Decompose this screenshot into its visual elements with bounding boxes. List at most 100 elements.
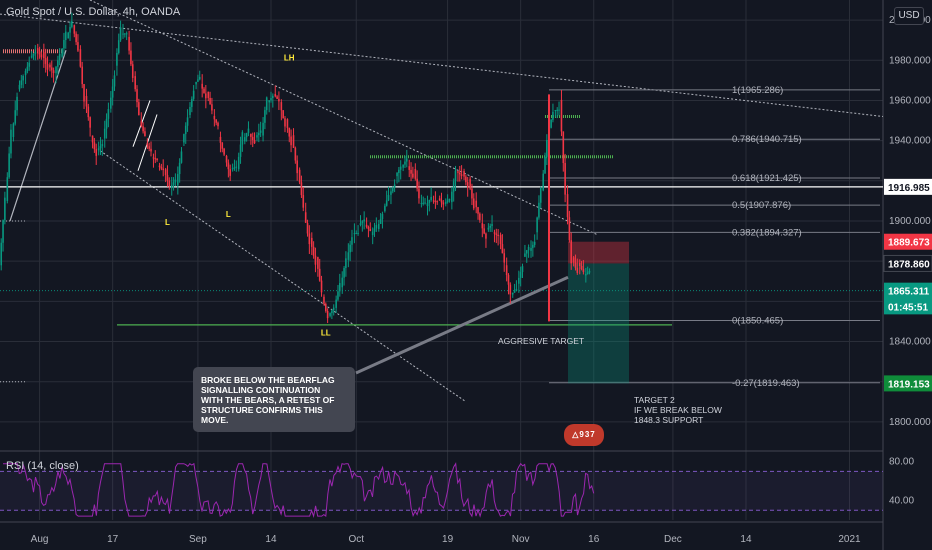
candle-body (367, 226, 370, 230)
candle-body (481, 223, 484, 229)
candle-body (282, 110, 284, 119)
candle-body (326, 311, 329, 319)
candle-body (588, 271, 591, 273)
candle-body (393, 184, 396, 188)
candle-body (180, 151, 183, 163)
candle-body (20, 80, 23, 85)
price-tag-label: 1878.860 (888, 259, 930, 270)
candle-body (259, 130, 262, 133)
price-tag (884, 375, 932, 392)
candle-body (177, 174, 179, 186)
rsi-tick-label: 80.00 (889, 457, 914, 468)
candle-body (527, 246, 530, 251)
candle-body (288, 127, 291, 137)
fib-label: -0.27(1819.463) (732, 378, 800, 389)
candle-body (110, 97, 112, 109)
candle-body (533, 241, 536, 245)
candle-body (142, 126, 144, 132)
candle-body (452, 181, 455, 192)
candle-body (422, 202, 425, 204)
candle-body (491, 224, 493, 226)
candle-body (578, 262, 581, 266)
candle-body (475, 200, 478, 208)
candle-body (385, 200, 388, 206)
candle-body (221, 142, 224, 149)
candle-body (432, 200, 435, 202)
candle-body (314, 255, 317, 265)
candle-body (379, 218, 382, 224)
candle-body (64, 31, 67, 40)
flag-line (9, 50, 67, 222)
candle-body (552, 111, 554, 120)
price-tag (884, 178, 932, 195)
candle-body (2, 220, 4, 243)
analysis-callout: BROKE BELOW THE BEARFLAG SIGNALLING CONT… (193, 367, 355, 432)
candle-body (223, 148, 225, 155)
candle-body (87, 106, 90, 118)
callout-line: BROKE BELOW THE BEARFLAG (201, 375, 335, 385)
candle-body (349, 244, 351, 253)
x-tick-label: 14 (265, 534, 277, 545)
candle-body (79, 49, 82, 67)
candle-body (24, 70, 27, 76)
candle-body (99, 146, 102, 149)
callout-line: MOVE. (201, 415, 229, 425)
candle-body (296, 160, 298, 174)
callout-line: STRUCTURE CONFIRMS THIS (201, 405, 323, 415)
candle-body (256, 135, 258, 138)
candle-body (308, 233, 311, 245)
chart-title: Gold Spot / U.S. Dollar, 4h, OANDA (6, 6, 181, 18)
trendline (0, 13, 884, 118)
candle-body (95, 149, 98, 156)
candle-body (448, 198, 451, 201)
candle-body (197, 79, 199, 82)
candle-body (495, 233, 498, 235)
emoji-sticker[interactable]: △937 (564, 424, 604, 446)
candle-body (530, 247, 532, 251)
candle-body (562, 131, 565, 164)
swing-label: LL (321, 328, 331, 337)
x-tick-label: 16 (588, 534, 600, 545)
candle-body (122, 33, 124, 35)
candle-body (270, 98, 272, 101)
candle-body (50, 67, 53, 71)
candle-body (586, 272, 589, 274)
candle-body (357, 232, 359, 234)
candle-body (317, 257, 319, 269)
swing-label: LH (120, 0, 131, 2)
candle-body (4, 197, 6, 221)
candle-body (44, 58, 47, 64)
candle-body (318, 268, 321, 281)
candle-body (131, 64, 134, 78)
candle-body (130, 50, 132, 65)
candle-body (71, 21, 73, 27)
candle-body (203, 88, 205, 94)
y-tick-label: 1840.000 (889, 337, 931, 348)
candle-body (262, 122, 264, 136)
candle-body (302, 195, 305, 208)
candle-body (12, 123, 15, 137)
candle-body (158, 165, 161, 168)
price-tag-label: 1916.985 (888, 183, 930, 194)
x-tick-label: Sep (189, 534, 207, 545)
candle-body (418, 188, 420, 199)
candle-body (375, 225, 378, 229)
candle-body (225, 155, 228, 163)
candle-body (465, 176, 467, 183)
candle-body (440, 200, 443, 203)
candle-body (128, 36, 130, 51)
candle-body (507, 274, 510, 285)
fib-label: 0.382(1894.327) (732, 227, 802, 238)
currency-button[interactable]: USD (894, 7, 924, 25)
candle-body (426, 203, 429, 207)
candle-body (460, 174, 463, 176)
candle-body (487, 227, 490, 230)
candle-body (8, 153, 10, 178)
candle-body (416, 178, 418, 189)
candle-body (235, 166, 238, 168)
candle-body (258, 132, 260, 136)
candle-body (150, 148, 152, 152)
candle-body (211, 104, 213, 111)
price-tag-label: 01:45:51 (888, 302, 928, 313)
